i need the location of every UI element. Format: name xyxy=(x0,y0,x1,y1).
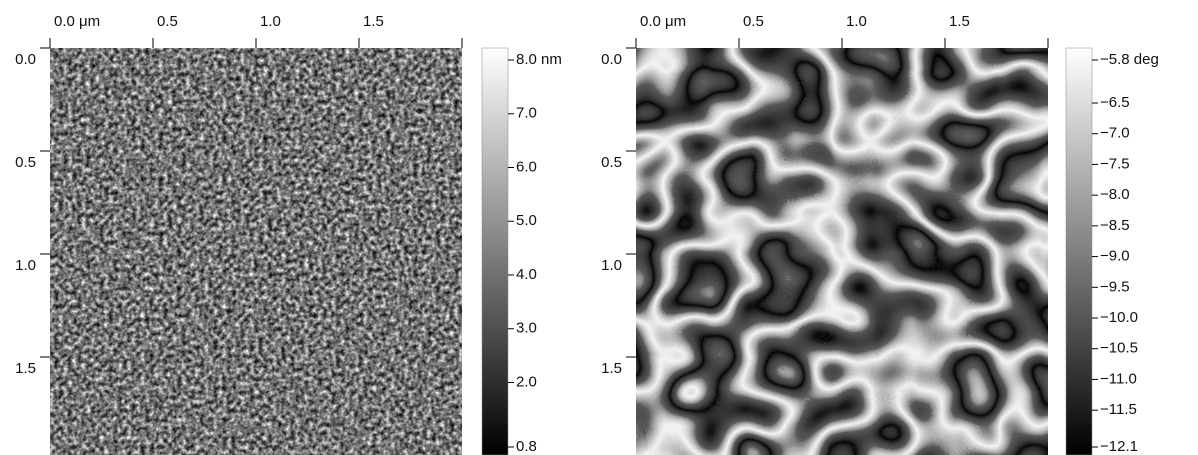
x-tick-label: 0.5 xyxy=(157,13,178,30)
colorbar-tick-label: 3.0 xyxy=(516,320,537,337)
x-tick-label: 1.0 xyxy=(260,13,281,30)
colorbar-tick-label: −7.0 xyxy=(1100,125,1130,142)
x-tick-label: 1.5 xyxy=(363,13,384,30)
colorbar-tick-label: 7.0 xyxy=(516,105,537,122)
y-tick-label: 1.0 xyxy=(15,257,36,274)
x-tick-label: 0.0 μm xyxy=(54,13,100,30)
y-tick-label: 1.5 xyxy=(15,360,36,377)
colorbar-tick-label: −9.0 xyxy=(1100,248,1130,265)
afm-image xyxy=(636,48,1048,455)
y-tick-label: 1.5 xyxy=(601,360,622,377)
colorbar xyxy=(1065,47,1093,455)
colorbar-tick-label: −12.1 xyxy=(1100,438,1138,455)
colorbar-tick-label: 5.0 xyxy=(516,212,537,229)
y-tick-label: 0.0 xyxy=(15,51,36,68)
colorbar-tick-label: −5.8 deg xyxy=(1100,51,1159,68)
colorbar-tick-label: 2.0 xyxy=(516,373,537,390)
y-tick-label: 0.5 xyxy=(601,154,622,171)
y-tick-label: 0.0 xyxy=(601,51,622,68)
y-tick-label: 0.5 xyxy=(15,154,36,171)
colorbar-tick-label: 0.8 xyxy=(516,438,537,455)
x-tick-label: 1.0 xyxy=(846,13,867,30)
colorbar-tick-label: −10.0 xyxy=(1100,309,1138,326)
colorbar-tick-label: −8.5 xyxy=(1100,217,1130,234)
colorbar-tick-label: −11.5 xyxy=(1100,401,1137,418)
x-tick-label: 0.5 xyxy=(743,13,764,30)
colorbar-tick-label: −8.0 xyxy=(1100,186,1130,203)
colorbar-tick-label: 4.0 xyxy=(516,266,537,283)
colorbar xyxy=(481,47,509,455)
x-tick-label: 1.5 xyxy=(949,13,970,30)
colorbar-tick-label: −6.5 xyxy=(1100,94,1130,111)
colorbar-tick-label: −10.5 xyxy=(1100,340,1138,357)
colorbar-tick-label: 6.0 xyxy=(516,158,537,175)
y-tick-label: 1.0 xyxy=(601,257,622,274)
colorbar-tick-label: −11.0 xyxy=(1100,370,1137,387)
x-tick-label: 0.0 μm xyxy=(640,13,686,30)
colorbar-tick-label: −9.5 xyxy=(1100,278,1130,295)
afm-image xyxy=(50,48,462,455)
colorbar-tick-label: −7.5 xyxy=(1100,155,1130,172)
colorbar-tick-label: 8.0 nm xyxy=(516,51,562,68)
